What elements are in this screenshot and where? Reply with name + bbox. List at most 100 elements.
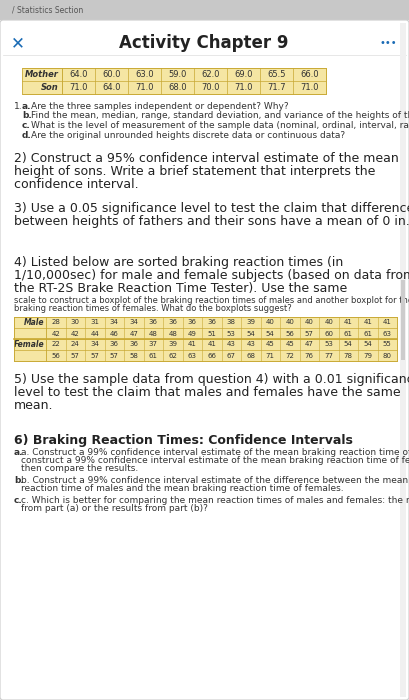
Text: Male: Male	[23, 318, 44, 327]
Text: 40: 40	[305, 319, 314, 326]
Text: 71.0: 71.0	[135, 83, 154, 92]
Text: 62: 62	[169, 353, 177, 358]
Bar	[400, 23, 406, 697]
Text: b.: b.	[22, 111, 32, 120]
Text: c.: c.	[14, 496, 23, 505]
Text: 80: 80	[383, 353, 392, 358]
Text: 40: 40	[266, 319, 275, 326]
Text: 36: 36	[129, 342, 138, 347]
Text: from part (a) or the results from part (b)?: from part (a) or the results from part (…	[21, 504, 208, 513]
Text: •••: •••	[379, 38, 397, 48]
Text: 76: 76	[305, 353, 314, 358]
Bar	[14, 317, 397, 361]
Text: 47: 47	[129, 330, 138, 337]
Text: then compare the results.: then compare the results.	[21, 464, 138, 473]
Text: 6) Braking Reaction Times: Confidence Intervals: 6) Braking Reaction Times: Confidence In…	[14, 434, 353, 447]
Text: 54: 54	[246, 330, 255, 337]
Text: / Statistics Section: / Statistics Section	[12, 6, 83, 15]
Text: 57: 57	[110, 353, 119, 358]
Text: d.: d.	[22, 130, 32, 139]
Text: 71.7: 71.7	[267, 83, 286, 92]
Text: c. Which is better for comparing the mean reaction times of males and females: t: c. Which is better for comparing the mea…	[21, 496, 409, 505]
Text: Activity Chapter 9: Activity Chapter 9	[119, 34, 289, 52]
Text: Mother: Mother	[25, 70, 59, 79]
FancyBboxPatch shape	[0, 20, 409, 700]
Text: 72: 72	[285, 353, 294, 358]
Text: 31: 31	[90, 319, 99, 326]
Text: What is the level of measurement of the sample data (nominal, ordinal, interval,: What is the level of measurement of the …	[31, 121, 409, 130]
Text: 61: 61	[149, 353, 158, 358]
Text: 38: 38	[227, 319, 236, 326]
Text: 59.0: 59.0	[169, 70, 187, 79]
Text: 53: 53	[227, 330, 236, 337]
Text: 54: 54	[266, 330, 274, 337]
Text: the RT-2S Brake Reaction Time Tester). Use the same: the RT-2S Brake Reaction Time Tester). U…	[14, 282, 347, 295]
Text: 70.0: 70.0	[201, 83, 220, 92]
Text: 47: 47	[305, 342, 314, 347]
Text: 58: 58	[129, 353, 138, 358]
Text: 71.0: 71.0	[300, 83, 319, 92]
Text: 63: 63	[383, 330, 392, 337]
Bar	[401, 280, 405, 360]
Text: Female: Female	[13, 340, 44, 349]
Text: 54: 54	[344, 342, 353, 347]
Text: 57: 57	[71, 353, 80, 358]
Text: 1.: 1.	[14, 102, 22, 111]
Text: 42: 42	[52, 330, 60, 337]
Text: between heights of fathers and their sons have a mean of 0 in.: between heights of fathers and their son…	[14, 215, 409, 228]
Text: 37: 37	[149, 342, 158, 347]
Text: Are the original unrounded heights discrete data or continuous data?: Are the original unrounded heights discr…	[31, 130, 345, 139]
Text: 1/10,000sec) for male and female subjects (based on data from: 1/10,000sec) for male and female subject…	[14, 269, 409, 282]
Text: Are the three samples independent or dependent? Why?: Are the three samples independent or dep…	[31, 102, 289, 111]
Text: 60.0: 60.0	[102, 70, 121, 79]
Text: 41: 41	[207, 342, 216, 347]
Text: 54: 54	[363, 342, 372, 347]
Text: 62.0: 62.0	[201, 70, 220, 79]
Text: 36: 36	[149, 319, 158, 326]
Text: 39: 39	[246, 319, 255, 326]
Text: Find the mean, median, range, standard deviation, and variance of the heights of: Find the mean, median, range, standard d…	[31, 111, 409, 120]
Text: 71: 71	[266, 353, 275, 358]
Text: 63: 63	[188, 353, 197, 358]
Text: 28: 28	[51, 319, 60, 326]
Text: 24: 24	[71, 342, 80, 347]
Text: 36: 36	[207, 319, 216, 326]
Text: 36: 36	[168, 319, 177, 326]
Text: 36: 36	[110, 342, 119, 347]
Text: 45: 45	[285, 342, 294, 347]
Text: 3) Use a 0.05 significance level to test the claim that differences: 3) Use a 0.05 significance level to test…	[14, 202, 409, 215]
Text: 79: 79	[363, 353, 372, 358]
Text: 49: 49	[188, 330, 197, 337]
Text: 71.0: 71.0	[69, 83, 88, 92]
Text: ✕: ✕	[11, 34, 25, 52]
Text: 66.0: 66.0	[300, 70, 319, 79]
Text: 71.0: 71.0	[234, 83, 253, 92]
Text: 41: 41	[188, 342, 197, 347]
Text: c.: c.	[22, 121, 31, 130]
Text: 46: 46	[110, 330, 119, 337]
Text: 64.0: 64.0	[102, 83, 121, 92]
Text: 51: 51	[207, 330, 216, 337]
Text: 34: 34	[129, 319, 138, 326]
Text: height of sons. Write a brief statement that interprets the: height of sons. Write a brief statement …	[14, 165, 375, 178]
Text: 48: 48	[149, 330, 158, 337]
Text: 61: 61	[363, 330, 372, 337]
Text: 22: 22	[52, 342, 60, 347]
Text: 68: 68	[246, 353, 255, 358]
Text: 68.0: 68.0	[168, 83, 187, 92]
Text: 45: 45	[266, 342, 274, 347]
Text: 41: 41	[344, 319, 353, 326]
Text: confidence interval.: confidence interval.	[14, 178, 139, 191]
Text: 44: 44	[90, 330, 99, 337]
Text: a.: a.	[22, 102, 31, 111]
Text: 66: 66	[207, 353, 216, 358]
Bar	[0, 0, 409, 20]
Text: 69.0: 69.0	[234, 70, 253, 79]
Text: 42: 42	[71, 330, 80, 337]
Text: 57: 57	[305, 330, 314, 337]
Text: 39: 39	[168, 342, 177, 347]
Text: 40: 40	[324, 319, 333, 326]
Text: 63.0: 63.0	[135, 70, 154, 79]
Text: b. Construct a 99% confidence interval estimate of the difference between the me: b. Construct a 99% confidence interval e…	[21, 476, 409, 485]
Text: 78: 78	[344, 353, 353, 358]
